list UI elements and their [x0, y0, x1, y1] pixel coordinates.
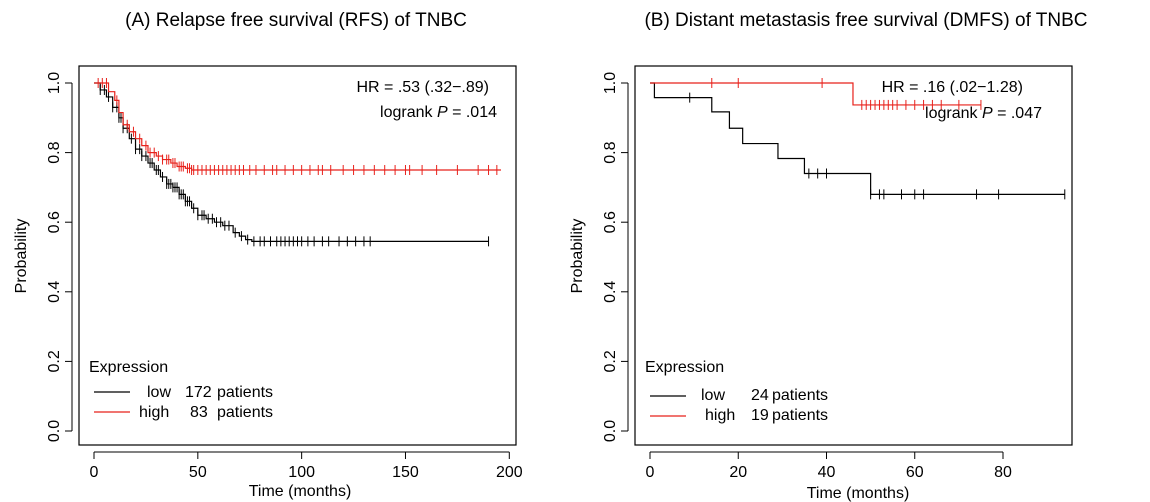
- legend-unit-high: patients: [772, 407, 828, 424]
- x-axis: 0 50 100 150 200: [90, 451, 523, 481]
- x-axis-label: Time (months): [249, 483, 352, 500]
- chart-title: (B) Distant metastasis free survival (DM…: [644, 10, 1087, 31]
- series-group: [650, 78, 1066, 200]
- hazard-ratio-label: HR = .16 (.02−1.28): [882, 79, 1023, 96]
- legend-count-low: 172: [185, 384, 212, 401]
- chart-title: (A) Relapse free survival (RFS) of TNBC: [125, 10, 467, 31]
- legend-label-high: high: [139, 404, 169, 421]
- x-axis-label: Time (months): [807, 485, 910, 502]
- x-axis: 0 20 40 60 80: [646, 451, 1012, 481]
- legend-title: Expression: [645, 359, 724, 376]
- x-tick-label: 150: [392, 464, 419, 481]
- legend-unit-high: patients: [217, 404, 273, 421]
- y-tick-label: 1.0: [46, 72, 63, 94]
- y-tick-label: 0.2: [602, 350, 619, 372]
- legend-unit-low: patients: [217, 384, 273, 401]
- x-tick-label: 200: [496, 464, 523, 481]
- y-tick-label: 0.4: [46, 281, 63, 303]
- y-tick-label: 0.8: [46, 141, 63, 163]
- series-group: [94, 78, 501, 247]
- legend-label-low: low: [147, 384, 171, 401]
- series-line-high: [650, 82, 981, 106]
- y-tick-label: 0.0: [602, 420, 619, 442]
- legend-count-high: 19: [751, 407, 769, 424]
- y-tick-label: 0.8: [602, 141, 619, 163]
- plot-area-frame: [78, 65, 517, 446]
- x-tick-label: 0: [646, 464, 655, 481]
- y-axis-label: Probability: [13, 219, 30, 294]
- series-line-low: [94, 82, 489, 242]
- x-tick-label: 60: [906, 464, 924, 481]
- panel-a: (A) Relapse free survival (RFS) of TNBC …: [13, 10, 523, 500]
- legend-title: Expression: [89, 359, 168, 376]
- y-axis: 0.0 0.2 0.4 0.6 0.8 1.0: [46, 72, 73, 442]
- x-tick-label: 100: [288, 464, 315, 481]
- series-line-high: [94, 82, 501, 171]
- legend-label-low: low: [701, 387, 725, 404]
- x-tick-label: 50: [189, 464, 207, 481]
- logrank-value: = .014: [448, 104, 497, 121]
- x-tick-label: 40: [818, 464, 836, 481]
- y-tick-label: 0.6: [602, 211, 619, 233]
- logrank-prefix: logrank: [380, 104, 437, 121]
- hazard-ratio-label: HR = .53 (.32−.89): [356, 79, 489, 96]
- logrank-p: P: [437, 104, 448, 121]
- y-axis-label: Probability: [569, 219, 586, 294]
- logrank-p: P: [982, 105, 993, 122]
- legend-count-low: 24: [751, 387, 769, 404]
- y-tick-label: 0.0: [46, 420, 63, 442]
- x-tick-label: 0: [90, 464, 99, 481]
- y-axis: 0.0 0.2 0.4 0.6 0.8 1.0: [602, 72, 629, 442]
- logrank-label: logrank P = .014: [380, 104, 497, 121]
- x-tick-label: 80: [994, 464, 1012, 481]
- y-tick-label: 0.2: [46, 350, 63, 372]
- y-tick-label: 0.4: [602, 281, 619, 303]
- legend-label-high: high: [705, 407, 735, 424]
- series-line-low: [650, 82, 1065, 195]
- panel-b: (B) Distant metastasis free survival (DM…: [569, 10, 1088, 502]
- plot-area-frame: [634, 65, 1073, 446]
- legend: Expression low 172 patients high 83 pati…: [89, 359, 273, 421]
- logrank-label: logrank P = .047: [925, 105, 1042, 122]
- legend-unit-low: patients: [772, 387, 828, 404]
- y-tick-label: 1.0: [602, 72, 619, 94]
- logrank-value: = .047: [993, 105, 1042, 122]
- logrank-prefix: logrank: [925, 105, 982, 122]
- legend: Expression low 24 patients high 19 patie…: [645, 359, 828, 424]
- x-tick-label: 20: [729, 464, 747, 481]
- legend-count-high: 83: [190, 404, 208, 421]
- y-tick-label: 0.6: [46, 211, 63, 233]
